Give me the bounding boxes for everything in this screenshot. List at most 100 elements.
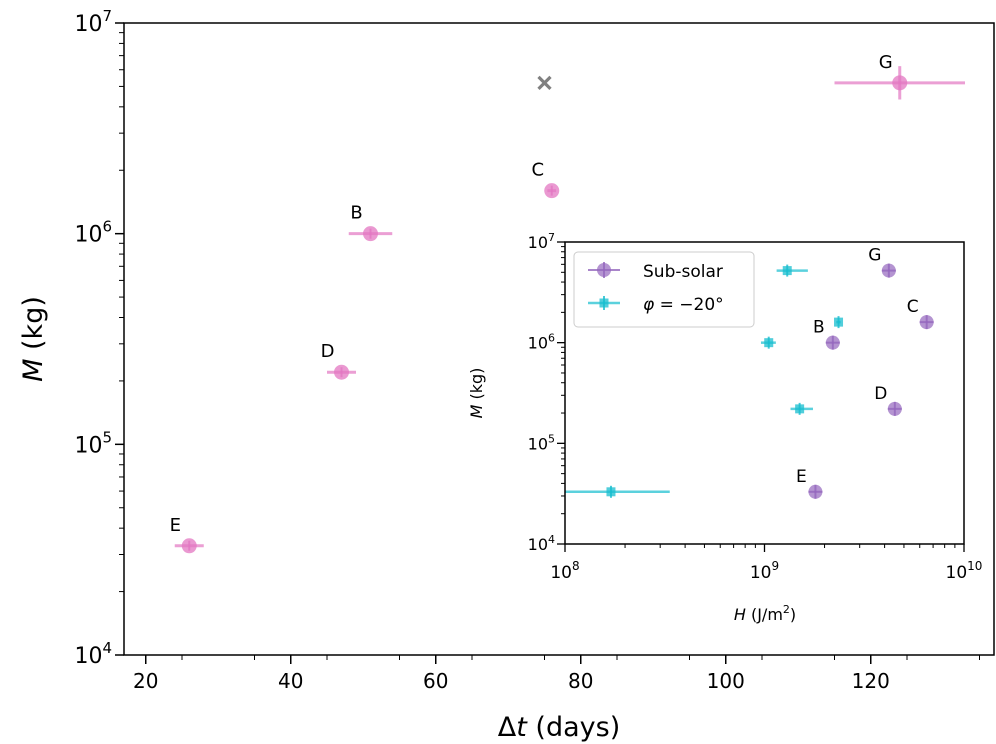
inset-point <box>776 264 808 277</box>
main-x-axis-title: Δt (days) <box>498 712 620 743</box>
inset-y-tick-label-base: 10 <box>528 535 548 554</box>
main-y-tick-label-exp: 7 <box>102 7 112 25</box>
main-y-tick-label: 104 <box>74 639 112 669</box>
inset-y-title-suffix: (kg) <box>467 368 486 405</box>
inset-y-tick-label-exp: 6 <box>548 332 555 345</box>
inset-circle-marker <box>887 401 902 416</box>
inset-y-axis-title: M (kg) <box>467 368 486 419</box>
legend-square <box>599 298 609 308</box>
inset-point-E: E <box>796 467 823 499</box>
main-marker <box>363 226 378 242</box>
inset-y-tick-label: 107 <box>528 231 555 252</box>
inset-y-tick-label: 104 <box>528 533 555 554</box>
inset-y-tick-label-base: 10 <box>528 334 548 353</box>
inset-x-tick-label: 109 <box>750 559 779 583</box>
legend-phi-rest: = −20° <box>654 295 723 315</box>
inset-circle-marker <box>881 263 896 278</box>
inset-square-marker <box>606 487 616 497</box>
inset-x-title-suffix-post: ) <box>790 605 796 624</box>
inset-point-label: D <box>874 384 887 404</box>
legend-circle <box>597 263 611 277</box>
main-x-title-suffix: (days) <box>527 712 620 743</box>
main-y-tick-label-exp: 6 <box>102 218 112 236</box>
main-y-title-var: M <box>18 359 49 382</box>
inset-x-tick-label-base: 10 <box>946 563 968 583</box>
inset-point <box>834 316 844 329</box>
main-point-label: G <box>879 52 893 73</box>
main-y-tick-label: 107 <box>74 7 112 37</box>
inset-y-tick-label-exp: 5 <box>548 432 555 445</box>
inset-point-C: C <box>907 297 934 330</box>
main-point-C: C <box>531 160 560 199</box>
inset-x-tick-label-base: 10 <box>550 563 572 583</box>
main-marker <box>334 364 349 380</box>
legend-label-phi: φ = −20° <box>643 295 724 315</box>
main-x-tick-label: 40 <box>278 669 303 693</box>
inset-point-G: G <box>868 246 896 278</box>
main-x-marker <box>537 75 552 90</box>
main-x-tick-label: 80 <box>568 669 593 693</box>
inset-square-marker <box>764 338 774 348</box>
inset-point-label: E <box>796 467 807 487</box>
main-y-tick-label-base: 10 <box>74 12 102 37</box>
legend-symbol-sub-solar <box>588 262 620 278</box>
inset-y-title-var: M <box>467 404 486 418</box>
main-y-axis-title: M (kg) <box>18 296 49 382</box>
inset-point-label: G <box>868 246 881 266</box>
main-marker <box>544 183 560 199</box>
inset-square-marker <box>795 404 805 414</box>
main-x-title-var: t <box>516 712 528 743</box>
inset-square-marker <box>782 266 792 276</box>
inset-x-tick-label-exp: 10 <box>967 559 982 573</box>
legend-label-sub-solar: Sub-solar <box>643 262 723 282</box>
main-x-tick-label: 20 <box>133 669 158 693</box>
main-y-tick-label-base: 10 <box>74 644 102 669</box>
inset-x-tick-label-exp: 9 <box>772 559 780 573</box>
inset-x-tick-label-exp: 8 <box>572 559 580 573</box>
inset-y-tick-label: 105 <box>528 432 555 453</box>
inset-x-axis-title: H (J/m2) <box>734 603 796 624</box>
inset-point-B: B <box>813 318 840 350</box>
main-y-tick-label-base: 10 <box>74 433 102 458</box>
main-y-tick-label: 106 <box>74 218 112 248</box>
main-point-label: D <box>321 341 335 362</box>
main-point-G: G <box>834 52 965 100</box>
main-plot-frame <box>123 22 995 656</box>
main-x-tick-label: 100 <box>707 669 745 693</box>
inset-y-tick-label-base: 10 <box>528 233 548 252</box>
main-point-x-marker <box>537 75 552 90</box>
main-point-label: B <box>350 203 362 224</box>
inset-x-title-sup: 2 <box>783 603 790 616</box>
legend-symbol-phi <box>588 296 620 310</box>
inset-circle-marker <box>825 335 840 350</box>
inset-circle-marker <box>808 484 823 499</box>
inset-circle-marker <box>919 315 934 330</box>
main-y-tick-label-exp: 5 <box>102 428 112 446</box>
inset-point <box>565 485 670 498</box>
inset-y-tick-label-base: 10 <box>528 434 548 453</box>
inset-marks: B C D E G <box>565 246 934 499</box>
inset-y-tick-label: 106 <box>528 332 555 353</box>
inset-point <box>760 336 776 349</box>
main-point-D: D <box>321 341 356 380</box>
inset-x-tick-label-base: 10 <box>750 563 772 583</box>
inset-x-tick-label: 1010 <box>946 559 983 583</box>
inset-plot-frame <box>564 241 965 545</box>
main-y-tick-label-exp: 4 <box>102 639 112 657</box>
inset-x-tick-label: 108 <box>550 559 579 583</box>
inset-y-tick-label-exp: 4 <box>548 533 555 546</box>
main-y-tick-label: 105 <box>74 428 112 458</box>
main-point-label: E <box>170 515 181 536</box>
inset-legend: Sub-solar φ = −20° <box>573 251 755 328</box>
main-point-label: C <box>531 160 544 181</box>
inset-x-title-var: H <box>734 605 746 624</box>
inset-point-D: D <box>874 384 902 416</box>
inset-point-label: B <box>813 318 825 338</box>
main-x-tick-label: 120 <box>852 669 890 693</box>
main-y-tick-label-base: 10 <box>74 223 102 248</box>
